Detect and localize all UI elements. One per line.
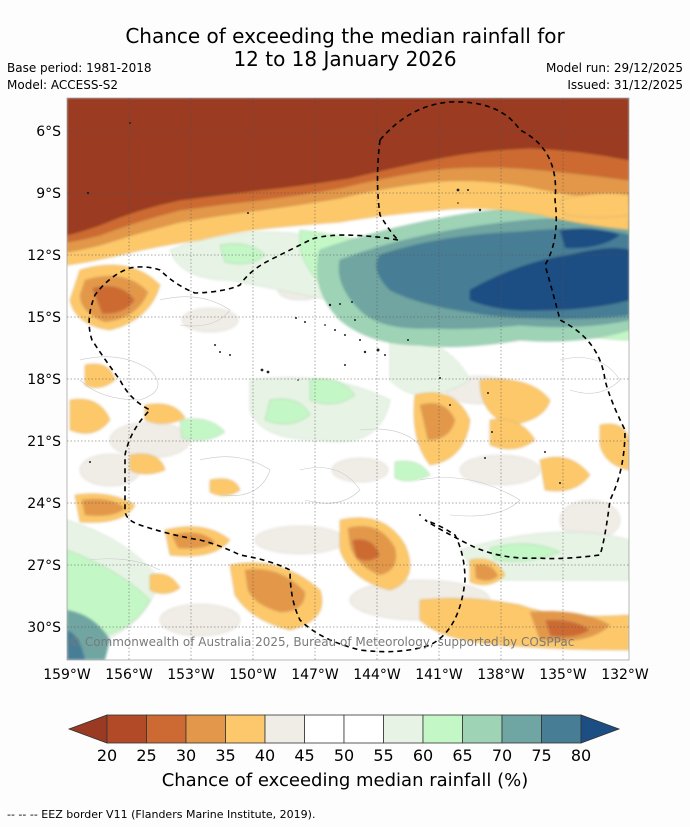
model-run: Model run: 29/12/2025 bbox=[545, 61, 683, 75]
colorbar-segment bbox=[185, 714, 226, 744]
y-tick-label: 15°S bbox=[27, 310, 61, 326]
colorbar-segment bbox=[264, 714, 305, 744]
x-tick-label: 135°W bbox=[539, 667, 587, 683]
colorbar-tick-label: 30 bbox=[176, 746, 196, 765]
map-field: © Commonwealth of Australia 2025, Bureau… bbox=[67, 98, 629, 660]
y-axis-labels: 6°S 9°S 12°S 15°S 18°S 21°S 24°S 27°S 30… bbox=[27, 124, 61, 636]
map-title-line2: 12 to 18 January 2026 bbox=[233, 47, 457, 71]
y-tick-label: 30°S bbox=[27, 620, 61, 636]
x-tick-label: 132°W bbox=[601, 667, 649, 683]
colorbar-tick-label: 80 bbox=[571, 746, 591, 765]
y-tick-label: 9°S bbox=[36, 186, 61, 202]
colorbar-segment bbox=[343, 714, 384, 744]
colorbar-segment bbox=[225, 714, 266, 744]
colorbar-tick-label: 35 bbox=[215, 746, 235, 765]
copyright-text: © Commonwealth of Australia 2025, Bureau… bbox=[69, 635, 574, 649]
base-period: Base period: 1981-2018 bbox=[7, 61, 152, 75]
map-title-line1: Chance of exceeding the median rainfall … bbox=[125, 24, 565, 48]
colorbar-tick-label: 55 bbox=[373, 746, 393, 765]
x-tick-label: 156°W bbox=[105, 667, 153, 683]
y-tick-label: 18°S bbox=[27, 372, 61, 388]
colorbar-tick-label: 25 bbox=[136, 746, 156, 765]
colorbar-tick-label: 60 bbox=[413, 746, 433, 765]
colorbar-segment bbox=[541, 714, 582, 744]
colorbar-segment bbox=[146, 714, 187, 744]
colorbar-segment bbox=[462, 714, 503, 744]
colorbar-over-arrow bbox=[580, 714, 621, 744]
y-tick-label: 12°S bbox=[27, 248, 61, 264]
x-tick-label: 159°W bbox=[43, 667, 91, 683]
y-tick-label: 21°S bbox=[27, 434, 61, 450]
colorbar: 20 25 30 35 40 45 50 55 60 65 70 75 80 bbox=[67, 714, 621, 765]
colorbar-segment bbox=[383, 714, 424, 744]
x-tick-label: 150°W bbox=[229, 667, 277, 683]
x-tick-label: 141°W bbox=[415, 667, 463, 683]
colorbar-under-arrow bbox=[67, 714, 108, 744]
x-tick-label: 138°W bbox=[477, 667, 525, 683]
colorbar-segment bbox=[501, 714, 542, 744]
colorbar-segment bbox=[422, 714, 463, 744]
y-tick-label: 6°S bbox=[36, 124, 61, 140]
colorbar-tick-label: 70 bbox=[492, 746, 512, 765]
eez-border bbox=[88, 101, 626, 653]
x-axis-labels: 159°W 156°W 153°W 150°W 147°W 144°W 141°… bbox=[43, 667, 649, 683]
colorbar-segment bbox=[304, 714, 345, 744]
y-tick-label: 27°S bbox=[27, 558, 61, 574]
colorbar-tick-label: 40 bbox=[255, 746, 275, 765]
x-tick-label: 147°W bbox=[291, 667, 339, 683]
colorbar-segment bbox=[106, 714, 147, 744]
issued-date: Issued: 31/12/2025 bbox=[567, 78, 683, 92]
colorbar-tick-label: 75 bbox=[531, 746, 551, 765]
colorbar-title: Chance of exceeding median rainfall (%) bbox=[161, 770, 529, 791]
colorbar-tick-label: 50 bbox=[334, 746, 354, 765]
y-tick-label: 24°S bbox=[27, 496, 61, 512]
colorbar-tick-label: 65 bbox=[452, 746, 472, 765]
model-name: Model: ACCESS-S2 bbox=[7, 78, 119, 92]
map-frame bbox=[66, 97, 630, 661]
x-tick-label: 153°W bbox=[167, 667, 215, 683]
colorbar-tick-label: 45 bbox=[294, 746, 314, 765]
colorbar-tick-label: 20 bbox=[97, 746, 117, 765]
x-tick-label: 144°W bbox=[353, 667, 401, 683]
islands bbox=[86, 122, 561, 516]
eez-legend-note: -- -- -- EEZ border V11 (Flanders Marine… bbox=[7, 808, 316, 821]
